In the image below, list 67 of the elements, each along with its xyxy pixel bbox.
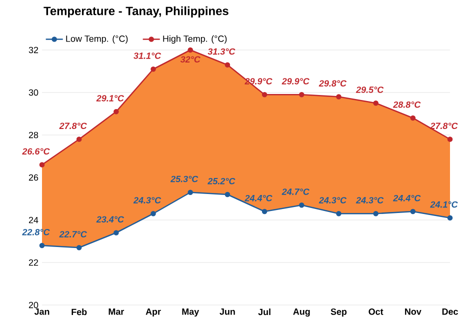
data-label: 24.3°C xyxy=(133,197,162,204)
point xyxy=(336,94,342,100)
y-tick-label: 22 xyxy=(28,259,38,266)
point xyxy=(114,230,119,236)
y-tick-label: 24 xyxy=(28,216,38,224)
data-label: 31.1°C xyxy=(134,52,162,59)
point xyxy=(447,136,453,142)
data-label: 31.3°C xyxy=(208,48,236,55)
point xyxy=(224,192,230,198)
x-tick-label: Oct xyxy=(368,308,384,315)
point xyxy=(76,244,82,250)
data-label: 26.6°C xyxy=(22,148,50,155)
point xyxy=(262,208,268,214)
data-label: 29.8°C xyxy=(318,80,347,87)
data-label: 29.1°C xyxy=(96,95,124,102)
x-tick-label: Feb xyxy=(72,308,87,316)
data-label: 23.4°C xyxy=(96,216,124,223)
point xyxy=(410,115,416,121)
data-label: 32°C xyxy=(180,56,200,63)
point xyxy=(224,62,230,68)
data-label: 22.7°C xyxy=(59,231,87,238)
point xyxy=(188,190,194,196)
data-label: 29.5°C xyxy=(356,86,384,93)
data-label: 24.3°C xyxy=(318,197,347,204)
y-tick-label: 28 xyxy=(28,132,38,138)
point xyxy=(150,66,156,72)
point xyxy=(39,162,45,168)
legend-label: High Temp. (°C) xyxy=(163,35,227,44)
data-label: 24.4°C xyxy=(244,194,272,202)
point xyxy=(262,92,268,98)
data-label: 24.7°C xyxy=(282,188,310,195)
point xyxy=(336,210,342,216)
data-label: 27.8°C xyxy=(59,122,87,130)
x-tick-label: May xyxy=(182,308,200,317)
point xyxy=(299,202,304,208)
data-label: 24.3°C xyxy=(356,197,384,204)
y-tick-label: 30 xyxy=(28,89,38,96)
legend-label: Low Temp. (°C) xyxy=(66,35,128,44)
data-label: 28.8°C xyxy=(393,101,421,108)
chart-title: Temperature - Tanay, Philippines xyxy=(44,6,228,18)
x-tick-label: Jun xyxy=(220,308,235,315)
point xyxy=(373,210,378,216)
data-label: 27.8°C xyxy=(430,122,458,130)
point xyxy=(39,242,45,248)
point xyxy=(150,210,156,216)
x-tick-label: Apr xyxy=(146,308,161,317)
point xyxy=(76,136,82,142)
x-tick-label: Jul xyxy=(258,308,270,316)
data-label: 24.4°C xyxy=(393,194,421,202)
x-tick-label: Aug xyxy=(293,308,310,317)
data-label: 29.9°C xyxy=(282,78,310,84)
point xyxy=(373,100,378,106)
point xyxy=(299,92,304,98)
x-tick-label: Nov xyxy=(405,308,422,315)
x-tick-label: Jan xyxy=(34,308,50,315)
x-tick-label: Mar xyxy=(108,308,124,315)
y-tick-label: 20 xyxy=(28,302,38,308)
point xyxy=(447,215,453,221)
data-label: 25.2°C xyxy=(208,178,236,184)
x-tick-label: Dec xyxy=(442,308,458,315)
point xyxy=(114,108,119,114)
point xyxy=(188,47,194,53)
x-tick-label: Sep xyxy=(330,308,347,317)
y-tick-label: 32 xyxy=(28,46,38,54)
y-tick-label: 26 xyxy=(28,174,38,181)
data-label: 25.3°C xyxy=(170,176,198,182)
point xyxy=(410,208,416,214)
